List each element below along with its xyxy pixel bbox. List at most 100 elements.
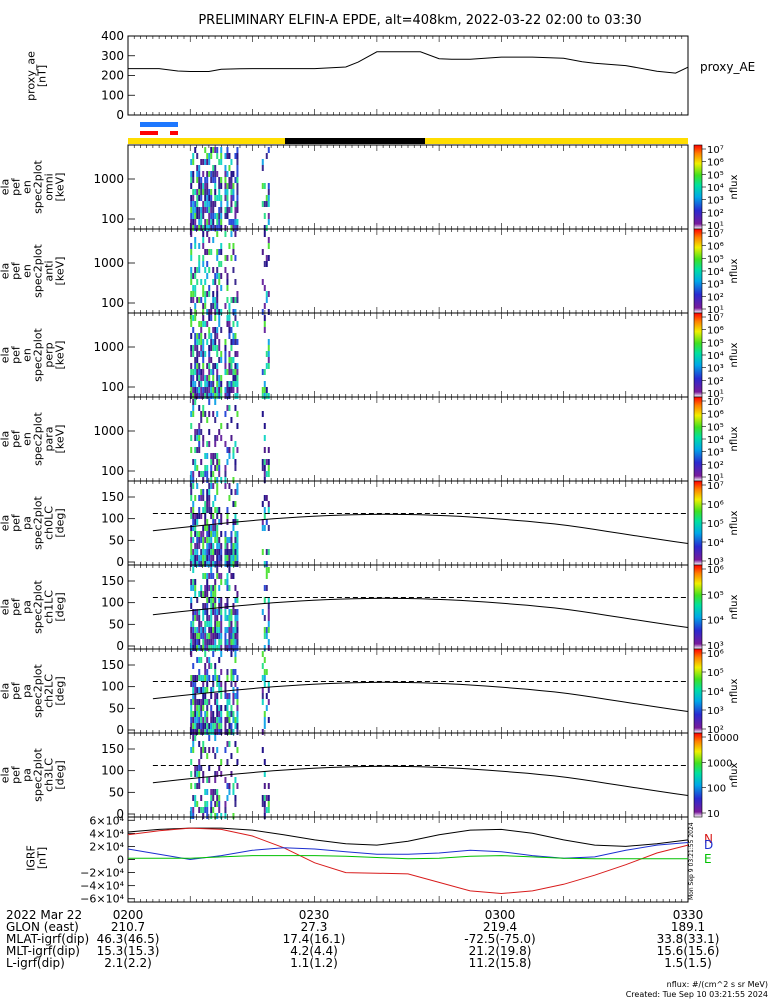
- ela-pef-en-spec2plot-anti-flux-pixel: [214, 279, 217, 285]
- ela-pef-pa-spec2plot-ch1LC-flux-pixel: [198, 645, 201, 651]
- ela-pef-en-spec2plot-perp-flux-pixel: [210, 345, 213, 351]
- ela-pef-pa-spec2plot-ch1LC-flux-pixel: [214, 591, 217, 597]
- ela-pef-pa-spec2plot-ch0LC-flux-pixel: [212, 513, 215, 519]
- ela-pef-pa-spec2plot-ch2LC-flux-pixel: [236, 705, 239, 711]
- ela-pef-en-spec2plot-omni-flux-pixel: [234, 213, 237, 219]
- ela-pef-pa-spec2plot-ch0LC-flux-pixel: [234, 513, 237, 519]
- ela-pef-pa-spec2plot-ch1LC-flux-pixel: [234, 609, 237, 615]
- ela-pef-en-spec2plot-anti-flux-pixel: [216, 303, 219, 309]
- ela-pef-pa-spec2plot-ch1LC-flux-pixel: [236, 615, 239, 621]
- igrf-ytick: −4×10⁴: [80, 880, 124, 893]
- ela-pef-pa-spec2plot-ch3LC-flux-pixel: [267, 807, 270, 813]
- ela-pef-en-spec2plot-omni-flux-pixel: [236, 147, 239, 153]
- ela-pef-en-spec2plot-para-flux-pixel: [202, 471, 205, 477]
- ela-pef-pa-spec2plot-ch2LC-colorbar-tick: 10²: [707, 725, 724, 736]
- ela-pef-pa-spec2plot-ch2LC-ylabel-line: ch2LC: [43, 674, 56, 708]
- ela-pef-pa-spec2plot-ch2LC-flux-pixel: [228, 711, 231, 717]
- ela-pef-pa-spec2plot-ch3LC-flux-pixel: [190, 783, 193, 789]
- ela-pef-en-spec2plot-perp-flux-pixel: [196, 345, 199, 351]
- ela-pef-pa-spec2plot-ch0LC-flux-pixel: [210, 555, 213, 561]
- ela-pef-pa-spec2plot-ch1LC-flux-pixel: [214, 597, 217, 603]
- ela-pef-pa-spec2plot-ch3LC-flux-pixel: [224, 747, 227, 753]
- ela-pef-pa-spec2plot-ch0LC-flux-pixel: [214, 561, 217, 567]
- ela-pef-pa-spec2plot-ch1LC-flux-pixel: [200, 627, 203, 633]
- ela-pef-en-spec2plot-omni-flux-pixel: [208, 213, 211, 219]
- ela-pef-pa-spec2plot-ch3LC-flux-pixel: [194, 765, 197, 771]
- ela-pef-en-spec2plot-omni-flux-pixel: [210, 201, 213, 207]
- ela-pef-pa-spec2plot-ch3LC-flux-pixel: [190, 747, 193, 753]
- ela-pef-en-spec2plot-perp-flux-pixel: [190, 381, 193, 387]
- ela-pef-en-spec2plot-anti-flux-pixel: [190, 297, 193, 303]
- ela-pef-pa-spec2plot-ch0LC-flux-pixel: [212, 549, 215, 555]
- ela-pef-en-spec2plot-perp-flux-pixel: [236, 321, 239, 327]
- ela-pef-pa-spec2plot-ch2LC-flux-pixel: [224, 723, 227, 729]
- ela-pef-en-spec2plot-anti-flux-pixel: [261, 309, 264, 315]
- ela-pef-en-spec2plot-perp-flux-pixel: [196, 333, 199, 339]
- ela-pef-en-spec2plot-omni-flux-pixel: [226, 183, 229, 189]
- ela-pef-pa-spec2plot-ch0LC-flux-pixel: [194, 549, 197, 555]
- ela-pef-en-spec2plot-omni-flux-pixel: [220, 207, 223, 213]
- ela-pef-pa-spec2plot-ch3LC-flux-pixel: [198, 741, 201, 747]
- ela-pef-en-spec2plot-para-flux-pixel: [190, 435, 193, 441]
- ela-pef-en-spec2plot-para-flux-pixel: [224, 471, 227, 477]
- ela-pef-en-spec2plot-perp-flux-pixel: [216, 327, 219, 333]
- ela-pef-pa-spec2plot-ch3LC-flux-pixel: [204, 789, 207, 795]
- ela-pef-pa-spec2plot-ch3LC-flux-pixel: [212, 807, 215, 813]
- ela-pef-pa-spec2plot-ch1LC-flux-pixel: [224, 615, 227, 621]
- ela-pef-pa-spec2plot-ch3LC-flux-pixel: [190, 813, 193, 819]
- ela-pef-en-spec2plot-perp-flux-pixel: [230, 357, 233, 363]
- ela-pef-en-spec2plot-anti-flux-pixel: [216, 255, 219, 261]
- ela-pef-en-spec2plot-para-flux-pixel: [200, 429, 203, 435]
- ela-pef-pa-spec2plot-ch1LC-flux-pixel: [198, 621, 201, 627]
- ela-pef-en-spec2plot-para-flux-pixel: [263, 465, 266, 471]
- ela-pef-en-spec2plot-omni-flux-pixel: [228, 183, 231, 189]
- ela-pef-en-spec2plot-anti-flux-pixel: [194, 303, 197, 309]
- ela-pef-pa-spec2plot-ch0LC-flux-pixel: [267, 507, 270, 513]
- ela-pef-en-spec2plot-anti-flux-pixel: [190, 255, 193, 261]
- ela-pef-en-spec2plot-omni-flux-pixel: [208, 207, 211, 213]
- ela-pef-pa-spec2plot-ch1LC-flux-pixel: [212, 645, 215, 651]
- ela-pef-en-spec2plot-anti-flux-pixel: [263, 231, 266, 237]
- ela-pef-en-spec2plot-perp-flux-pixel: [192, 369, 195, 375]
- ela-pef-en-spec2plot-perp-flux-pixel: [196, 369, 199, 375]
- proxy-ae-ytick: 0: [116, 108, 124, 122]
- ela-pef-pa-spec2plot-ch0LC-flux-pixel: [200, 513, 203, 519]
- ela-pef-pa-spec2plot-ch1LC-flux-pixel: [228, 621, 231, 627]
- ela-pef-pa-spec2plot-ch3LC-flux-pixel: [224, 777, 227, 783]
- ela-pef-en-spec2plot-anti-flux-pixel: [194, 291, 197, 297]
- ela-pef-en-spec2plot-perp-flux-pixel: [224, 363, 227, 369]
- ela-pef-pa-spec2plot-ch2LC-flux-pixel: [232, 675, 235, 681]
- ela-pef-en-spec2plot-para-colorbar-tick: 10⁴: [707, 435, 724, 446]
- ela-pef-en-spec2plot-omni-flux-pixel: [236, 153, 239, 159]
- ela-pef-pa-spec2plot-ch2LC-flux-pixel: [200, 687, 203, 693]
- ela-pef-pa-spec2plot-ch3LC-flux-pixel: [212, 789, 215, 795]
- ela-pef-pa-spec2plot-ch1LC-flux-pixel: [265, 633, 268, 639]
- ela-pef-en-spec2plot-omni-flux-pixel: [196, 177, 199, 183]
- ela-pef-en-spec2plot-omni-flux-pixel: [208, 189, 211, 195]
- ela-pef-pa-spec2plot-ch1LC-flux-pixel: [218, 621, 221, 627]
- ela-pef-pa-spec2plot-ch1LC-flux-pixel: [230, 573, 233, 579]
- ela-pef-en-spec2plot-perp-flux-pixel: [234, 315, 237, 321]
- ela-pef-pa-spec2plot-ch0LC-flux-pixel: [200, 549, 203, 555]
- ela-pef-en-spec2plot-perp-flux-pixel: [208, 345, 211, 351]
- ela-pef-en-spec2plot-perp-flux-pixel: [224, 387, 227, 393]
- ela-pef-en-spec2plot-para-ylabel-line: pef: [10, 429, 23, 448]
- ela-pef-pa-spec2plot-ch2LC-flux-pixel: [261, 699, 264, 705]
- ela-pef-pa-spec2plot-ch2LC-flux-pixel: [190, 711, 193, 717]
- ela-pef-en-spec2plot-omni-flux-pixel: [220, 219, 223, 225]
- ela-pef-pa-spec2plot-ch2LC-flux-pixel: [224, 687, 227, 693]
- ela-pef-en-spec2plot-anti-ylabel-line: en: [21, 264, 34, 278]
- ela-pef-pa-spec2plot-ch3LC-flux-pixel: [234, 777, 237, 783]
- ela-pef-pa-spec2plot-ch1LC-flux-pixel: [206, 603, 209, 609]
- ela-pef-en-spec2plot-perp-flux-pixel: [236, 393, 239, 399]
- ela-pef-pa-spec2plot-ch0LC-flux-pixel: [202, 495, 205, 501]
- ela-pef-pa-spec2plot-ch2LC-flux-pixel: [194, 711, 197, 717]
- ela-pef-pa-spec2plot-ch0LC-flux-pixel: [196, 549, 199, 555]
- ela-pef-pa-spec2plot-ch0LC-flux-pixel: [230, 531, 233, 537]
- ela-pef-pa-spec2plot-ch0LC-flux-pixel: [190, 531, 193, 537]
- ela-pef-en-spec2plot-omni-flux-pixel: [226, 171, 229, 177]
- ela-pef-en-spec2plot-para-flux-pixel: [216, 465, 219, 471]
- ela-pef-pa-spec2plot-ch0LC-flux-pixel: [224, 483, 227, 489]
- ela-pef-en-spec2plot-anti-flux-pixel: [265, 255, 268, 261]
- ela-pef-en-spec2plot-para-flux-pixel: [263, 447, 266, 453]
